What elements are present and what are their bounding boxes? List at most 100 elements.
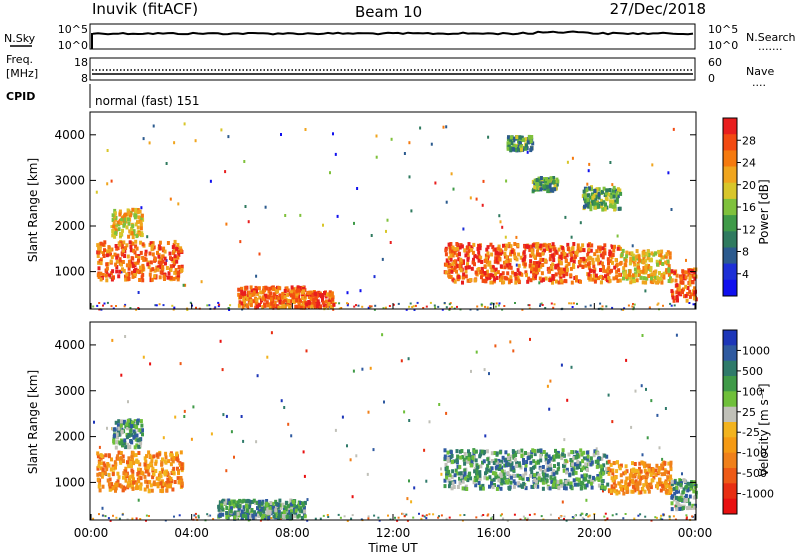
data-cell (558, 269, 562, 274)
data-speckle (585, 498, 588, 502)
data-cell (164, 261, 167, 266)
data-cell (473, 262, 476, 267)
data-speckle (410, 209, 413, 213)
data-speckle (469, 196, 472, 200)
data-cell (299, 288, 303, 293)
data-cell (619, 463, 623, 468)
data-speckle (189, 301, 192, 304)
data-cell (476, 247, 480, 251)
data-speckle (645, 387, 647, 391)
data-cell (280, 511, 284, 516)
data-cell (477, 481, 481, 485)
data-cell (447, 256, 451, 261)
data-cell (148, 453, 152, 458)
data-speckle (425, 305, 428, 308)
data-speckle (603, 515, 606, 518)
data-cell (240, 509, 244, 514)
data-cell (679, 479, 683, 483)
data-cell (148, 251, 152, 256)
data-speckle (343, 515, 346, 518)
data-cell (104, 453, 108, 458)
data-cell (139, 250, 143, 255)
data-cell (448, 249, 452, 254)
data-speckle (623, 307, 626, 310)
data-cell (466, 478, 470, 483)
data-cell (541, 263, 545, 267)
data-cell (151, 267, 155, 272)
data-cell (676, 481, 680, 486)
data-cell (617, 490, 621, 495)
data-cell (112, 437, 116, 442)
data-speckle (669, 302, 672, 305)
colorbar-swatch (723, 360, 737, 377)
data-cell (693, 286, 697, 291)
data-cell (276, 289, 279, 294)
data-speckle (670, 208, 673, 211)
data-cell (576, 482, 580, 487)
data-cell (478, 246, 482, 251)
data-cell (280, 514, 284, 519)
data-cell (480, 260, 484, 264)
data-cell (495, 451, 499, 456)
data-speckle (210, 432, 213, 436)
data-speckle (361, 367, 364, 371)
data-cell (257, 511, 260, 516)
data-cell (636, 265, 640, 270)
data-speckle (615, 513, 618, 516)
y-tick-label: 4000 (54, 338, 85, 352)
data-cell (129, 244, 133, 249)
data-cell (450, 249, 454, 254)
data-cell (292, 287, 296, 292)
data-cell (139, 484, 142, 489)
data-cell (242, 498, 246, 503)
data-cell (639, 469, 643, 474)
data-cell (518, 483, 522, 488)
data-cell (122, 248, 125, 253)
data-cell (156, 267, 160, 272)
data-cell (500, 275, 504, 280)
data-cell (115, 440, 119, 445)
data-cell (125, 432, 129, 437)
colorbar-tick-label: 20 (742, 179, 756, 192)
data-cell (490, 459, 494, 463)
data-speckle (171, 304, 174, 307)
data-cell (105, 278, 109, 283)
data-cell (609, 259, 613, 264)
data-speckle (563, 515, 566, 518)
data-cell (675, 507, 679, 512)
data-cell (599, 280, 603, 285)
data-cell (105, 262, 109, 267)
data-cell (660, 273, 664, 277)
data-speckle (672, 127, 675, 131)
data-cell (251, 288, 254, 293)
data-cell (281, 291, 285, 296)
data-speckle (630, 425, 633, 429)
data-cell (484, 256, 488, 261)
data-cell (118, 483, 122, 488)
data-cell (646, 249, 650, 254)
data-cell (139, 440, 143, 445)
data-cell (314, 292, 318, 297)
data-cell (490, 481, 493, 486)
data-cell (522, 250, 526, 255)
data-cell (178, 463, 182, 468)
data-speckle (440, 472, 443, 476)
data-speckle (98, 513, 100, 516)
data-cell (467, 249, 471, 254)
data-cell (177, 270, 180, 275)
data-cell (613, 202, 617, 207)
data-cell (683, 479, 687, 484)
data-cell (285, 286, 289, 291)
data-cell (545, 179, 549, 184)
y-tick-label: 3000 (54, 173, 85, 187)
data-speckle (502, 517, 505, 520)
data-cell (237, 303, 241, 308)
data-cell (266, 506, 270, 511)
data-cell (579, 448, 583, 453)
data-cell (327, 299, 331, 304)
data-speckle (412, 305, 415, 308)
data-cell (164, 451, 168, 456)
data-cell (672, 486, 676, 491)
data-cell (601, 206, 605, 211)
data-cell (502, 472, 506, 477)
